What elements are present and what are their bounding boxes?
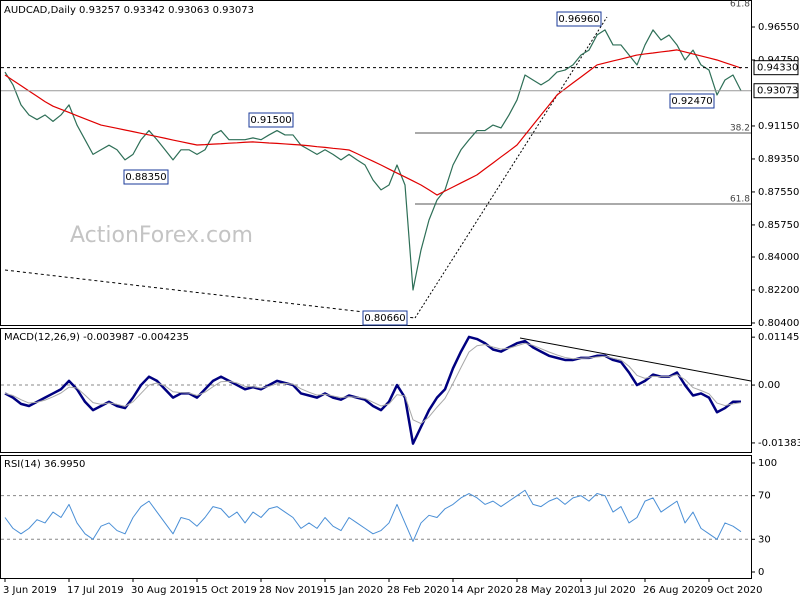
annotation-box — [248, 112, 294, 128]
y-tick-label: 0.011452 — [758, 332, 800, 343]
x-tick-label: 15 Oct 2019 — [195, 585, 257, 596]
y-tick-label: 100 — [758, 458, 777, 469]
watermark: ActionForex.com — [70, 223, 253, 248]
x-tick-label: 30 Aug 2019 — [131, 585, 195, 596]
x-tick-label: 28 Feb 2020 — [387, 585, 449, 596]
y-tick-label: 0.89350 — [758, 154, 799, 165]
y-tick-label: 0.00 — [758, 380, 780, 391]
fib-label: 38.2 — [730, 124, 750, 134]
y-tick-label: 0.85750 — [758, 220, 799, 231]
x-tick-label: 17 Jul 2019 — [67, 585, 124, 596]
fib-label: 61.8 — [730, 0, 750, 10]
annotation-box — [362, 310, 408, 326]
annotation: 0.96960 — [558, 14, 599, 25]
price-box — [753, 83, 799, 99]
x-tick-label: 3 Jun 2019 — [3, 585, 57, 596]
series-line — [4, 29, 742, 291]
macd-panel — [0, 328, 752, 453]
rsi-title: RSI(14) 36.9950 — [4, 459, 85, 470]
x-tick-label: 9 Oct 2020 — [707, 585, 762, 596]
y-tick-label: 70 — [758, 491, 771, 502]
y-tick-label: 0.91150 — [758, 121, 799, 132]
price-box-label: 0.93073 — [757, 86, 798, 97]
x-tick-label: 26 Aug 2020 — [643, 585, 707, 596]
y-tick-label: 0 — [758, 567, 764, 578]
y-tick-label: 0.84000 — [758, 252, 799, 263]
series-line — [4, 49, 742, 196]
series-line — [4, 335, 741, 445]
macd-trend-line — [519, 337, 752, 382]
annotation: 0.88350 — [125, 172, 166, 183]
annotation-box — [123, 169, 169, 185]
price-box — [753, 60, 799, 76]
chart-title: AUDCAD,Daily 0.93257 0.93342 0.93063 0.9… — [4, 5, 254, 16]
series-line — [4, 342, 742, 425]
y-tick-label: 0.96550 — [758, 22, 799, 33]
annotation: 0.92470 — [671, 96, 712, 107]
macd-title: MACD(12,26,9) -0.003987 -0.004235 — [4, 332, 189, 343]
y-tick-label: 30 — [758, 534, 771, 545]
y-tick-label: 0.87550 — [758, 187, 799, 198]
trend-line — [414, 16, 608, 319]
fib-label: 61.8 — [730, 195, 750, 205]
annotation: 0.80660 — [364, 313, 405, 324]
rsi-panel — [0, 455, 752, 579]
y-tick-label: 0.80400 — [758, 318, 799, 329]
annotation: 0.91500 — [250, 115, 291, 126]
x-tick-label: 28 Nov 2019 — [259, 585, 323, 596]
x-tick-label: 15 Jan 2020 — [323, 585, 383, 596]
x-tick-label: 13 Jul 2020 — [579, 585, 636, 596]
x-tick-label: 28 May 2020 — [515, 585, 580, 596]
trend-line — [4, 269, 416, 319]
series-line — [4, 489, 742, 542]
annotation-box — [556, 11, 602, 27]
y-tick-label: 0.82200 — [758, 285, 799, 296]
annotation-box — [669, 93, 715, 109]
price-box-label: 0.94330 — [757, 63, 798, 74]
x-tick-label: 14 Apr 2020 — [451, 585, 513, 596]
